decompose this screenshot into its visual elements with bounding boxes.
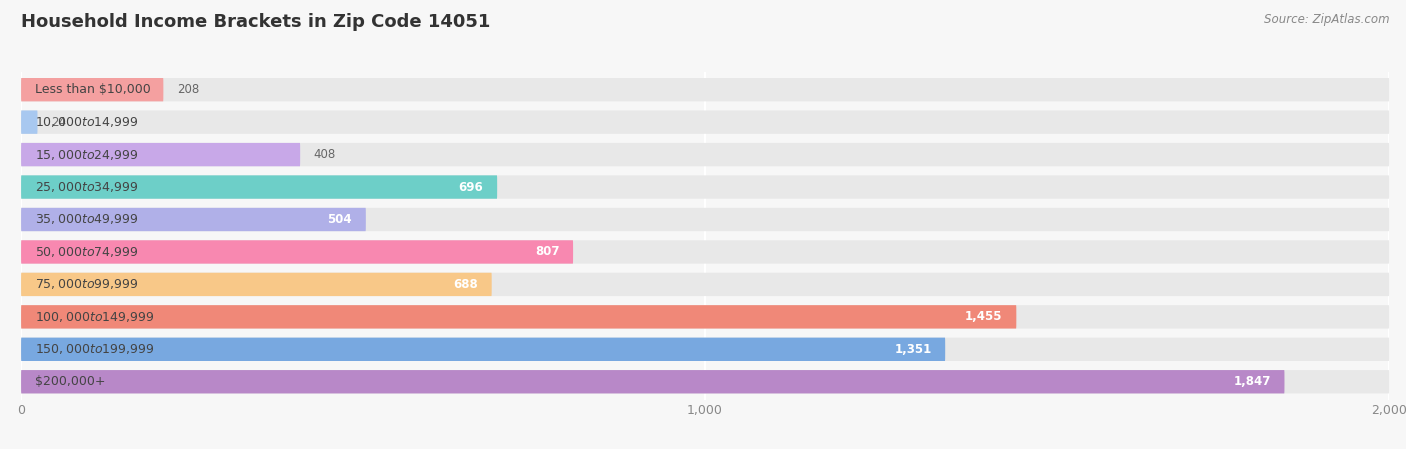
FancyBboxPatch shape [21, 273, 1389, 296]
Text: 408: 408 [314, 148, 336, 161]
FancyBboxPatch shape [21, 78, 1389, 101]
FancyBboxPatch shape [21, 305, 1389, 329]
FancyBboxPatch shape [21, 338, 1389, 361]
FancyBboxPatch shape [21, 370, 1389, 393]
Text: Source: ZipAtlas.com: Source: ZipAtlas.com [1264, 13, 1389, 26]
Text: 807: 807 [534, 246, 560, 259]
Text: $25,000 to $34,999: $25,000 to $34,999 [35, 180, 138, 194]
Text: 696: 696 [458, 180, 484, 194]
Text: $200,000+: $200,000+ [35, 375, 105, 388]
Text: $100,000 to $149,999: $100,000 to $149,999 [35, 310, 155, 324]
FancyBboxPatch shape [21, 176, 498, 199]
Text: $10,000 to $14,999: $10,000 to $14,999 [35, 115, 138, 129]
Text: 208: 208 [177, 83, 200, 96]
Text: 504: 504 [328, 213, 352, 226]
FancyBboxPatch shape [21, 338, 945, 361]
FancyBboxPatch shape [21, 273, 492, 296]
FancyBboxPatch shape [21, 370, 1285, 393]
Text: 1,351: 1,351 [894, 343, 932, 356]
Text: 1,847: 1,847 [1233, 375, 1271, 388]
FancyBboxPatch shape [21, 78, 163, 101]
FancyBboxPatch shape [21, 176, 1389, 199]
Text: $35,000 to $49,999: $35,000 to $49,999 [35, 212, 138, 226]
FancyBboxPatch shape [21, 240, 574, 264]
Text: 688: 688 [453, 278, 478, 291]
FancyBboxPatch shape [21, 240, 1389, 264]
Text: $75,000 to $99,999: $75,000 to $99,999 [35, 277, 138, 291]
Text: 24: 24 [51, 116, 66, 129]
Text: Less than $10,000: Less than $10,000 [35, 83, 150, 96]
Text: $15,000 to $24,999: $15,000 to $24,999 [35, 148, 138, 162]
FancyBboxPatch shape [21, 110, 38, 134]
FancyBboxPatch shape [21, 208, 366, 231]
Text: $150,000 to $199,999: $150,000 to $199,999 [35, 342, 155, 357]
Text: Household Income Brackets in Zip Code 14051: Household Income Brackets in Zip Code 14… [21, 13, 491, 31]
FancyBboxPatch shape [21, 305, 1017, 329]
FancyBboxPatch shape [21, 208, 1389, 231]
Text: $50,000 to $74,999: $50,000 to $74,999 [35, 245, 138, 259]
FancyBboxPatch shape [21, 143, 1389, 166]
FancyBboxPatch shape [21, 143, 299, 166]
FancyBboxPatch shape [21, 110, 1389, 134]
Text: 1,455: 1,455 [965, 310, 1002, 323]
